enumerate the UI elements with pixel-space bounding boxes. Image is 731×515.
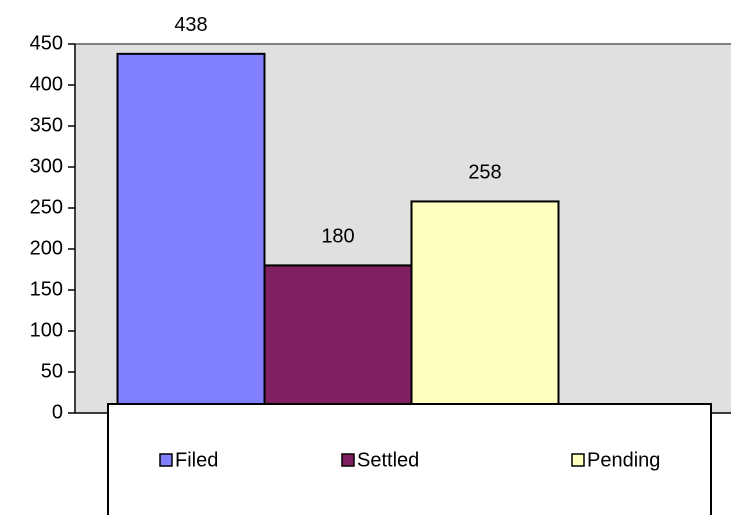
data-label: 180 [321, 226, 354, 248]
legend-swatch [341, 453, 355, 467]
y-tick-label: 400 [30, 73, 63, 95]
y-tick-label: 0 [52, 401, 63, 423]
legend-label: Pending [587, 449, 660, 471]
legend-label: Settled [357, 449, 419, 471]
y-tick-label: 50 [41, 360, 63, 382]
y-tick-label: 100 [30, 319, 63, 341]
y-tick-label: 200 [30, 237, 63, 259]
y-tick-label: 300 [30, 155, 63, 177]
y-tick-label: 350 [30, 114, 63, 136]
bar [410, 200, 560, 414]
legend-swatch [571, 453, 585, 467]
legend-label: Filed [175, 449, 218, 471]
y-tick-label: 250 [30, 196, 63, 218]
bar [263, 264, 413, 414]
legend-swatch [159, 453, 173, 467]
data-label: 258 [468, 162, 501, 184]
y-tick-label: 450 [30, 32, 63, 54]
data-label: 438 [174, 14, 207, 36]
legend [107, 403, 712, 515]
bar [116, 52, 266, 415]
y-tick-label: 150 [30, 278, 63, 300]
